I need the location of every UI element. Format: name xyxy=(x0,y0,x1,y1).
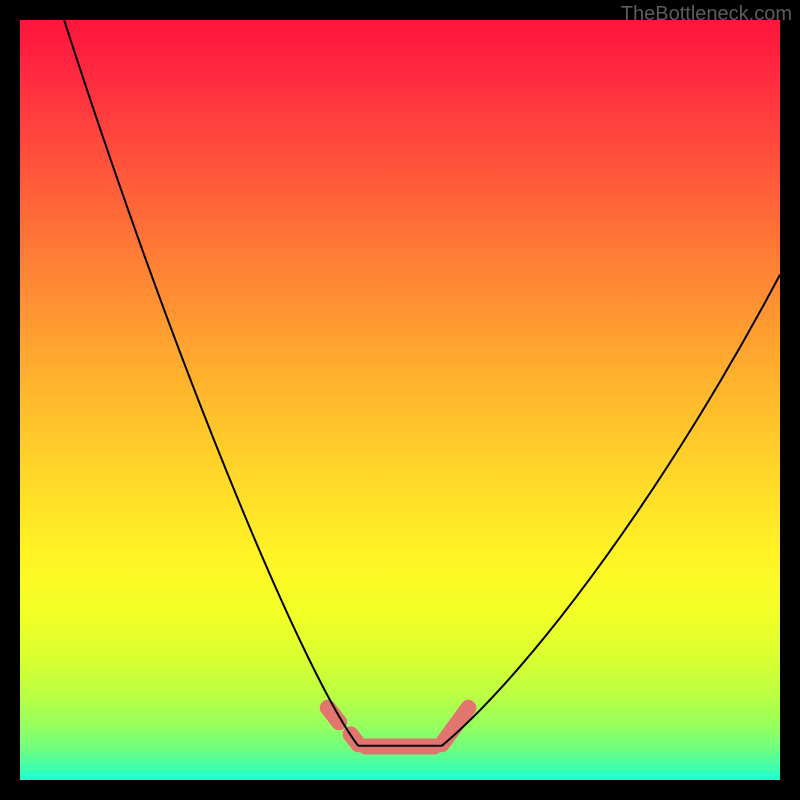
right-curve xyxy=(442,275,780,746)
chart-plot-area xyxy=(20,20,780,780)
left-curve xyxy=(64,20,358,746)
watermark-text: TheBottleneck.com xyxy=(621,3,792,26)
curves-layer xyxy=(20,20,780,780)
